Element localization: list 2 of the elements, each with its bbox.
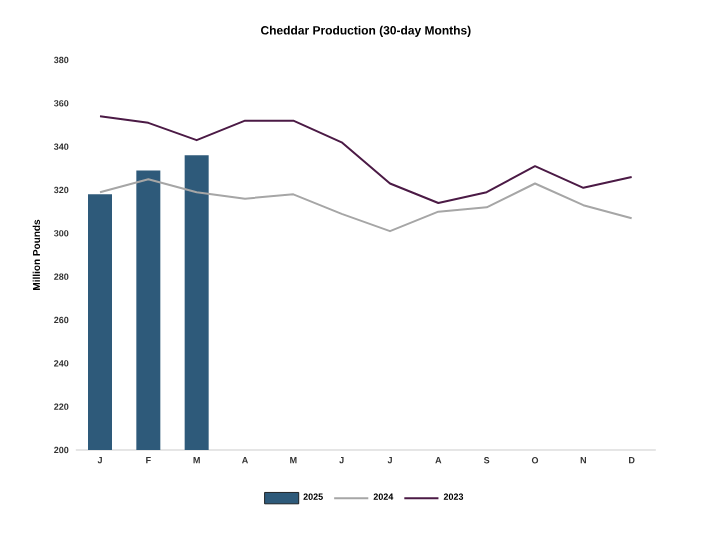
line-series: [99, 178, 633, 233]
line-series: [99, 115, 633, 204]
